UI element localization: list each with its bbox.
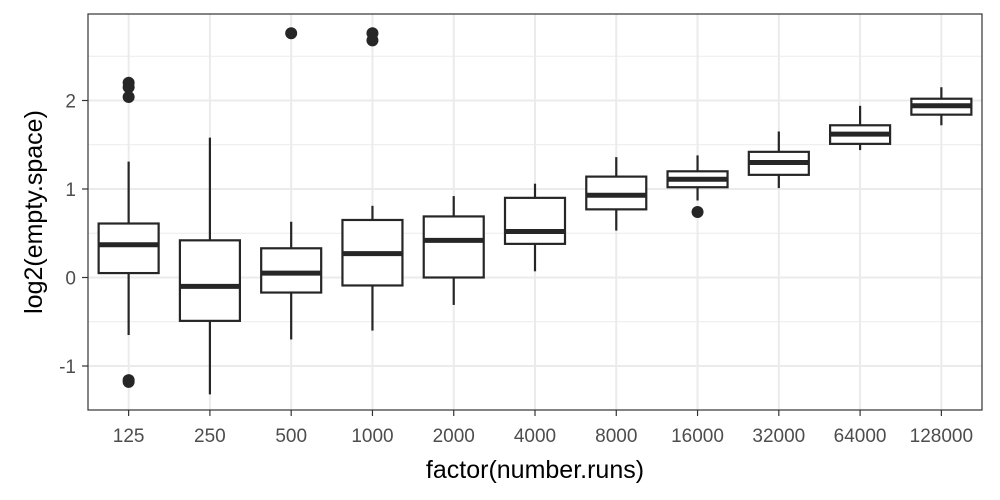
x-tick-label: 8000 — [595, 426, 637, 447]
x-tick-label: 500 — [275, 426, 307, 447]
box-125 — [97, 76, 160, 388]
x-tick-label: 64000 — [834, 426, 887, 447]
box-body — [503, 196, 567, 245]
box-250 — [178, 137, 242, 395]
box-500 — [260, 27, 323, 340]
box-4000 — [503, 183, 567, 272]
y-axis-title: log2(empty.space) — [20, 110, 48, 314]
box-body — [260, 247, 323, 294]
box-64000 — [828, 105, 892, 151]
x-tick-label: 1000 — [351, 426, 393, 447]
y-tick-label: -1 — [59, 357, 76, 378]
box-32000 — [747, 131, 810, 189]
box-2000 — [422, 196, 485, 305]
box-layer — [97, 27, 973, 395]
y-tick-label: 2 — [65, 92, 76, 113]
x-tick-label: 2000 — [433, 426, 475, 447]
box-8000 — [585, 157, 648, 231]
y-tick-label: 0 — [65, 269, 76, 290]
box-128000 — [910, 87, 973, 126]
box-16000 — [666, 155, 729, 219]
x-tick-label: 128000 — [910, 426, 973, 447]
outlier-point — [366, 34, 379, 47]
box-body — [178, 239, 242, 322]
x-tick-label: 4000 — [514, 426, 556, 447]
box-1000 — [341, 27, 404, 331]
y-tick-label: 1 — [65, 180, 76, 201]
outlier-point — [122, 375, 135, 388]
x-tick-label: 250 — [194, 426, 226, 447]
x-tick-label: 32000 — [752, 426, 805, 447]
x-tick-label: 125 — [113, 426, 145, 447]
outlier-point — [285, 27, 298, 40]
x-tick-label: 16000 — [671, 426, 724, 447]
box-body — [97, 222, 160, 275]
axis-layer: -1 0 1 2 125 250 500 1000 2000 4000 8000 16000 32000… — [59, 92, 973, 448]
x-axis-title: factor(number.runs) — [426, 456, 644, 484]
outlier-point — [122, 81, 135, 94]
box-body — [422, 215, 485, 279]
outlier-point — [122, 90, 135, 103]
outlier-point — [691, 206, 704, 219]
